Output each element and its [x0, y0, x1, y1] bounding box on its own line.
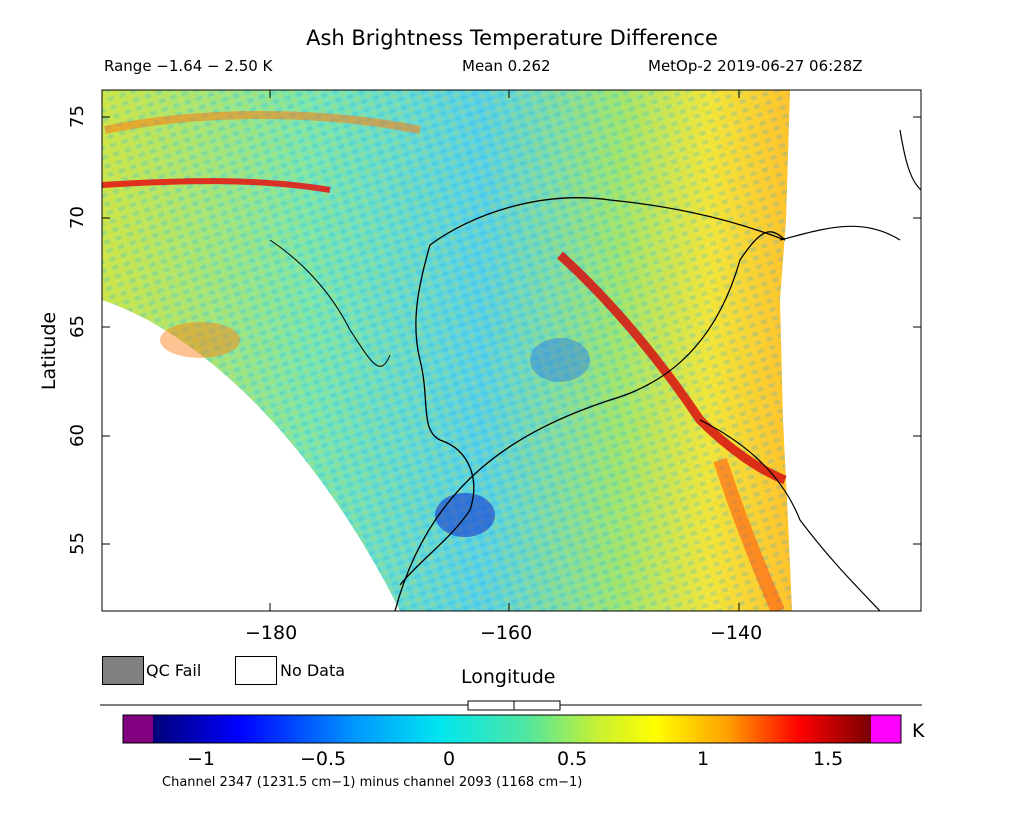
- lat-tick-65: 65: [66, 315, 88, 338]
- range-label: Range −1.64 − 2.50 K: [104, 57, 273, 75]
- colorbar-tick: 1: [697, 748, 710, 770]
- qc-fail-swatch: [102, 656, 144, 685]
- x-axis-label: Longitude: [461, 666, 556, 688]
- no-data-label: No Data: [280, 661, 346, 680]
- colorbar-tick: −1: [187, 748, 216, 770]
- colorbar-under: [123, 715, 153, 743]
- colorbar-tick: 0.5: [557, 748, 588, 770]
- source-label: MetOp-2 2019-06-27 06:28Z: [648, 57, 863, 75]
- plot-frame: [101, 89, 922, 612]
- lon-tick-minus180: −180: [245, 622, 298, 644]
- lon-tick-minus140: −140: [710, 622, 763, 644]
- colorbar-over: [871, 715, 901, 743]
- lat-tick-55: 55: [66, 532, 88, 555]
- channel-footnote: Channel 2347 (1231.5 cm−1) minus channel…: [162, 775, 583, 790]
- colorbar-tick: −0.5: [300, 748, 347, 770]
- colorbar-unit: K: [912, 720, 925, 742]
- data-swath: [102, 90, 921, 611]
- colorbar-tick: 0: [443, 748, 456, 770]
- lat-tick-70: 70: [66, 206, 88, 229]
- no-data-swatch: [235, 656, 277, 685]
- colorbar-tick: 1.5: [813, 748, 844, 770]
- lon-tick-minus160: −160: [480, 622, 533, 644]
- lat-tick-60: 60: [66, 424, 88, 447]
- y-axis-label: Latitude: [38, 311, 61, 391]
- chart-title: Ash Brightness Temperature Difference: [306, 26, 718, 50]
- colorbar-gradient: [153, 715, 871, 743]
- qc-fail-label: QC Fail: [146, 661, 202, 680]
- mean-label: Mean 0.262: [462, 57, 551, 75]
- lat-tick-75: 75: [66, 105, 88, 128]
